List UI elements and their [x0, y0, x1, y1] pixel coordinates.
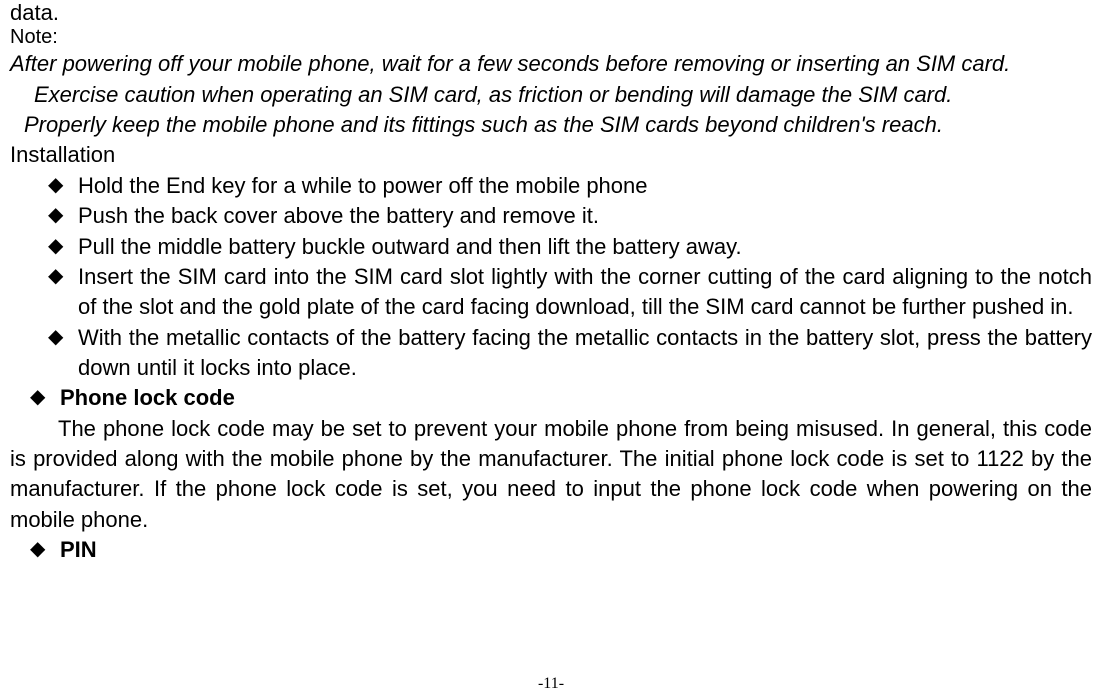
install-item-1: ◆ Hold the End key for a while to power …	[10, 171, 1092, 201]
diamond-bullet-icon: ◆	[30, 535, 60, 564]
fragment-top: data.	[10, 0, 1092, 26]
diamond-bullet-icon: ◆	[48, 262, 78, 291]
diamond-bullet-icon: ◆	[30, 383, 60, 412]
install-text-1: Hold the End key for a while to power of…	[78, 171, 1092, 201]
installation-heading: Installation	[10, 140, 1092, 170]
note-label: Note:	[10, 26, 1092, 49]
diamond-bullet-icon: ◆	[48, 171, 78, 200]
page-number: -11-	[0, 675, 1102, 693]
phone-lock-heading: Phone lock code	[60, 383, 1092, 413]
install-item-4: ◆ Insert the SIM card into the SIM card …	[10, 262, 1092, 323]
note-line-1: After powering off your mobile phone, wa…	[10, 49, 1092, 79]
pin-heading-row: ◆ PIN	[10, 535, 1092, 565]
diamond-bullet-icon: ◆	[48, 232, 78, 261]
install-item-2: ◆ Push the back cover above the battery …	[10, 201, 1092, 231]
install-text-5: With the metallic contacts of the batter…	[78, 323, 1092, 384]
install-text-4: Insert the SIM card into the SIM card sl…	[78, 262, 1092, 323]
install-item-3: ◆ Pull the middle battery buckle outward…	[10, 232, 1092, 262]
note-line-2: Exercise caution when operating an SIM c…	[10, 80, 1092, 110]
phone-lock-heading-row: ◆ Phone lock code	[10, 383, 1092, 413]
phone-lock-body: The phone lock code may be set to preven…	[10, 414, 1092, 535]
pin-heading: PIN	[60, 535, 1092, 565]
diamond-bullet-icon: ◆	[48, 201, 78, 230]
install-text-3: Pull the middle battery buckle outward a…	[78, 232, 1092, 262]
diamond-bullet-icon: ◆	[48, 323, 78, 352]
install-text-2: Push the back cover above the battery an…	[78, 201, 1092, 231]
page-container: data. Note: After powering off your mobi…	[0, 0, 1102, 699]
note-line-3: Properly keep the mobile phone and its f…	[10, 110, 1092, 140]
install-item-5: ◆ With the metallic contacts of the batt…	[10, 323, 1092, 384]
